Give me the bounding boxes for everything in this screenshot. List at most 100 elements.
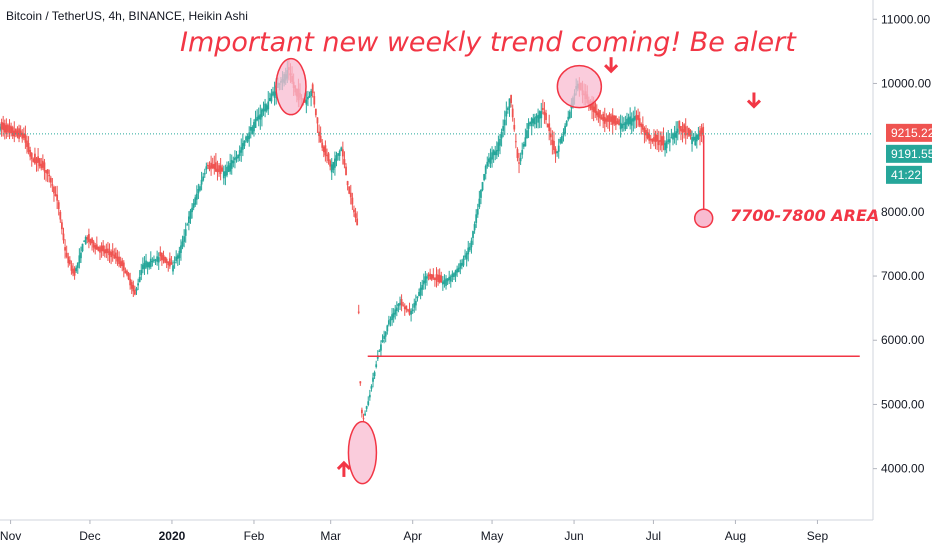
candle-body — [122, 262, 125, 271]
candle-body — [683, 124, 686, 133]
candle-body — [24, 134, 27, 143]
candle-body — [237, 154, 239, 159]
candle-body — [105, 248, 108, 254]
candle-body — [8, 125, 11, 134]
candle-body — [483, 174, 486, 181]
candle-body — [40, 163, 43, 169]
candle-body — [692, 137, 695, 141]
price-tick-label: 7000.00 — [881, 269, 925, 283]
candle-body — [46, 169, 49, 174]
candle-body — [643, 127, 646, 135]
candle-body — [680, 126, 682, 132]
candle-body — [519, 158, 522, 162]
candle-body — [313, 96, 316, 105]
candle-body — [311, 84, 314, 94]
candle-body — [475, 214, 478, 223]
candle-body — [499, 138, 501, 146]
candle-body — [337, 153, 339, 156]
price-axis[interactable]: 4000.00 5000.00 6000.00 7000.00 8000.00 10000… — [872, 0, 931, 520]
candle-body — [460, 262, 463, 266]
candle-body — [408, 309, 411, 315]
candle-body — [34, 153, 36, 164]
candle-body — [435, 274, 438, 281]
time-tick-label: Jun — [564, 529, 583, 543]
candle-body — [386, 325, 389, 332]
candle-body — [605, 118, 608, 122]
candle-body — [119, 261, 122, 267]
candle-body — [48, 174, 51, 177]
candle-body — [332, 161, 335, 170]
candle-body — [397, 304, 400, 307]
candle-body — [57, 202, 60, 210]
candle-body — [365, 406, 368, 409]
time-axis[interactable]: Nov Dec 2020 Feb Mar Apr May Jun Jul Aug Sep — [0, 519, 873, 543]
candle-body — [402, 304, 405, 306]
candle-body — [103, 249, 106, 254]
candle-body — [26, 140, 28, 147]
candle-body — [534, 117, 536, 125]
candle-body — [345, 166, 347, 176]
candle-body — [110, 252, 113, 258]
candle-body — [670, 137, 673, 139]
candle-body — [168, 258, 171, 267]
candle-body — [68, 259, 71, 265]
candle-body — [414, 300, 417, 306]
candle-body — [502, 126, 505, 131]
candle-body — [324, 145, 327, 156]
candle-body — [484, 165, 487, 174]
candle-body — [662, 136, 665, 145]
candle-body — [503, 119, 506, 126]
candle-body — [622, 123, 625, 126]
candle-body — [165, 258, 168, 264]
candle-body — [148, 262, 151, 268]
candle-body — [21, 132, 24, 139]
candle-body — [97, 246, 100, 252]
candle-body — [61, 222, 63, 230]
candle-body — [259, 114, 262, 120]
candle-body — [213, 163, 216, 170]
price-tick-label: 8000.00 — [881, 205, 925, 219]
candle-body — [191, 207, 193, 213]
candle-body — [199, 186, 201, 191]
candle-body — [543, 111, 546, 116]
candle-body — [253, 122, 255, 132]
highlight-ellipse — [556, 64, 603, 109]
candle-body — [192, 203, 195, 208]
candle-body — [156, 256, 159, 262]
candle-body — [111, 250, 114, 256]
candle-body — [353, 209, 355, 213]
candle-body — [634, 116, 636, 121]
candle-body — [203, 173, 206, 175]
candle-body — [272, 91, 274, 95]
candle-body — [529, 121, 532, 125]
candle-body — [462, 258, 465, 266]
candle-body — [194, 197, 197, 205]
candle-body — [173, 262, 176, 264]
arrow-head — [336, 460, 351, 470]
candle-body — [672, 133, 674, 140]
candle-body — [308, 95, 311, 98]
candle-body — [273, 91, 276, 98]
candle-body — [389, 319, 392, 321]
candle-body — [10, 126, 13, 134]
candle-body — [626, 118, 628, 125]
candle-body — [614, 115, 617, 126]
time-tick-label: Sep — [807, 529, 829, 543]
chart-plot-area[interactable] — [0, 57, 873, 485]
time-tick-label: Apr — [403, 529, 422, 543]
candle-body — [607, 115, 609, 122]
candle-body — [678, 120, 681, 129]
candle-body — [319, 135, 322, 143]
candle-body — [616, 120, 619, 124]
candle-body — [62, 233, 65, 241]
candle-body — [224, 171, 227, 177]
candle-body — [640, 123, 643, 128]
candle-body — [429, 273, 432, 280]
candle-body — [638, 118, 641, 126]
candle-body — [67, 256, 70, 264]
candle-body — [91, 238, 93, 244]
candle-body — [121, 260, 124, 266]
candle-body — [83, 240, 86, 242]
candle-body — [645, 129, 647, 136]
